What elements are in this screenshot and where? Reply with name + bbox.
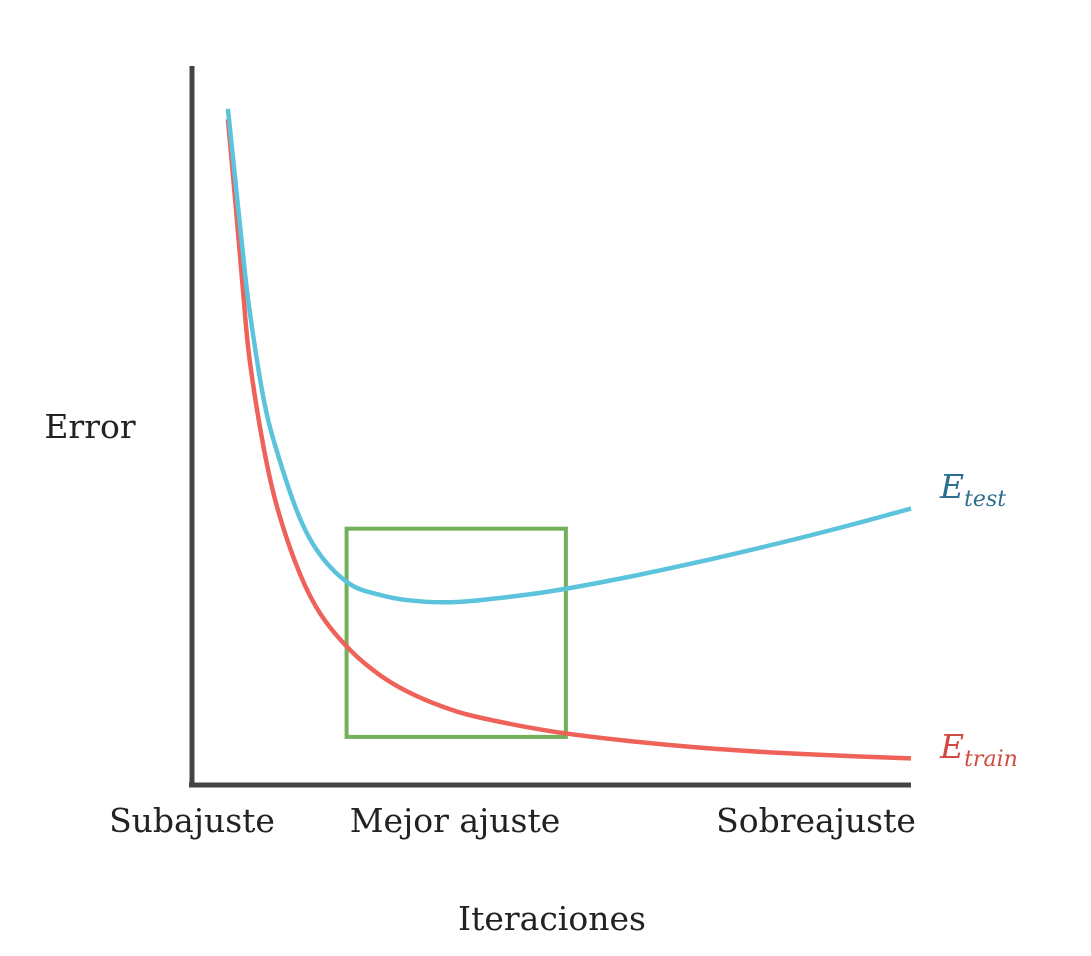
x-axis-label: Iteraciones (458, 899, 646, 938)
series-label-test: Etest (939, 467, 1006, 512)
series-label-test-sub: test (964, 487, 1006, 512)
series-lines (225, 108, 912, 761)
series-label-train-base: E (939, 727, 964, 766)
series-label-test-base: E (939, 467, 964, 506)
y-axis-label: Error (44, 407, 136, 446)
series-line-test (225, 108, 912, 605)
highlight-box (344, 526, 568, 739)
x-tick-label-sobreajuste: Sobreajuste (716, 801, 916, 840)
series-label-train: Etrain (939, 727, 1018, 772)
x-tick-label-mejor-ajuste: Mejor ajuste (350, 801, 561, 840)
series-line-train (225, 118, 912, 761)
highlight-box-layer (344, 526, 568, 739)
x-tick-label-subajuste: Subajuste (109, 801, 275, 840)
series-label-train-sub: train (964, 747, 1018, 772)
